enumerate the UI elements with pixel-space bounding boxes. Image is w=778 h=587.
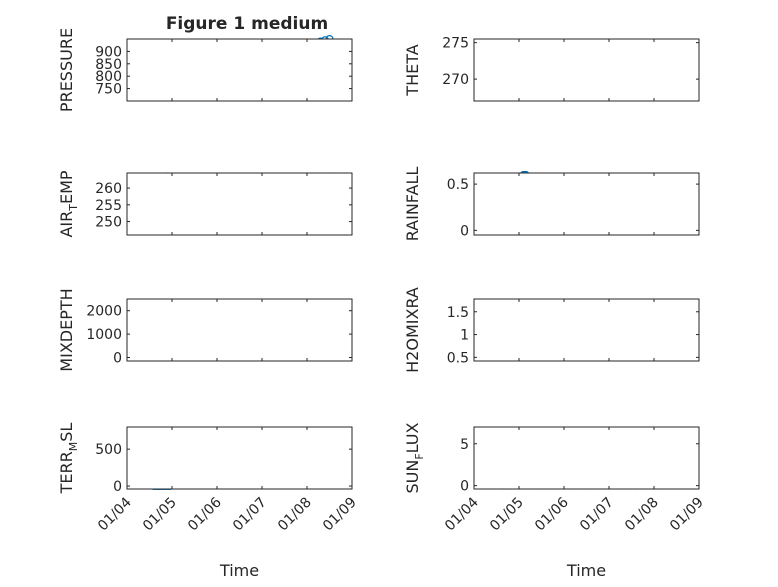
axis-box (473, 426, 700, 490)
y-axis-label: PRESSURE (57, 28, 76, 112)
subplot-theta: 270 275 THETA (403, 36, 700, 102)
x-axis-label: Time (566, 561, 606, 580)
x-tick-label: 01/05 (487, 495, 527, 535)
y-label-main: SUN (403, 460, 422, 494)
x-tick-label: 01/04 (95, 494, 135, 534)
y-axis-label: H2OMIXRA (403, 287, 422, 373)
y-axis-label: RAINFALL (403, 167, 422, 242)
y-tick-label: 260 (95, 181, 122, 197)
x-tick-label: 01/07 (577, 495, 617, 535)
y-tick-label: 0.5 (447, 350, 469, 366)
y-axis-label: THETA (403, 44, 422, 96)
subplot-rainfall: 0 0.5 RAINFALL (403, 167, 700, 242)
axis-box (473, 38, 700, 102)
x-tick-label: 01/09 (667, 495, 707, 535)
y-tick-label: 255 (95, 198, 122, 214)
x-tick-label: 01/08 (275, 495, 315, 535)
subplot-h2omixra: 0.5 1 1.5 H2OMIXRA (403, 287, 700, 373)
y-label-subscript: M (67, 442, 80, 452)
x-tick-label: 01/07 (230, 495, 270, 535)
x-tick-label: 01/05 (140, 495, 180, 535)
y-label-main: TERR (57, 451, 76, 494)
y-axis-label: SUNFLUX (403, 422, 426, 493)
y-label-tail: SL (57, 423, 76, 442)
y-tick-label: 2000 (86, 304, 122, 320)
y-axis-label: AIRTEMP (57, 170, 80, 237)
axis-box (473, 298, 700, 362)
y-label-main: MIXDEPTH (57, 288, 76, 371)
y-label-tail: EMP (57, 170, 76, 204)
axis-box (126, 426, 353, 490)
y-label-tail: LUX (403, 422, 422, 453)
y-tick-label: 5 (460, 437, 469, 453)
x-axis-label: Time (219, 561, 259, 580)
y-tick-label: 1 (460, 328, 469, 344)
y-tick-label: 250 (95, 215, 122, 231)
y-tick-label: 900 (95, 44, 122, 60)
y-tick-label: 800 (95, 69, 122, 85)
y-tick-label: 750 (95, 82, 122, 98)
y-label-main: RAINFALL (403, 167, 422, 242)
axis-box (126, 38, 353, 102)
subplot-mixdepth: 0 1000 2000 MIXDEPTH (57, 288, 353, 372)
y-tick-label: 0 (113, 350, 122, 366)
y-tick-label: 1.5 (447, 305, 469, 321)
y-axis-label: MIXDEPTH (57, 288, 76, 371)
y-tick-label: 850 (95, 57, 122, 73)
x-tick-label: 01/04 (442, 494, 482, 534)
subplot-terr_msl: 0 500 TERRMSL 01/04 01/05 01/06 01/07 01/08 01/0… (57, 423, 360, 580)
y-tick-label: 0 (460, 223, 469, 239)
y-label-subscript: T (67, 204, 80, 212)
y-label-main: H2OMIXRA (403, 287, 422, 373)
axis-box (473, 172, 700, 236)
y-tick-label: 0 (113, 479, 122, 495)
x-tick-label: 01/06 (185, 494, 225, 534)
y-label-subscript: F (413, 453, 426, 459)
x-tick-label: 01/09 (320, 495, 360, 535)
axis-box (126, 298, 353, 362)
y-axis-label: TERRMSL (57, 423, 80, 495)
y-label-main: PRESSURE (57, 28, 76, 112)
y-tick-label: 500 (95, 442, 122, 458)
axis-box (126, 172, 353, 236)
x-tick-label: 01/06 (532, 494, 572, 534)
y-label-main: THETA (403, 44, 422, 96)
y-label-main: AIR (57, 211, 76, 238)
figure-title: Figure 1 medium (166, 14, 328, 34)
y-tick-label: 270 (442, 72, 469, 88)
subplot-sun_flux: 0 5 SUNFLUX 01/04 01/05 01/06 01/07 01/08 01/09 T… (403, 422, 707, 580)
x-tick-label: 01/08 (622, 495, 662, 535)
y-tick-label: 1000 (86, 327, 122, 343)
y-tick-label: 0 (460, 479, 469, 495)
y-tick-label: 275 (442, 36, 469, 52)
y-tick-label: 0.5 (447, 177, 469, 193)
